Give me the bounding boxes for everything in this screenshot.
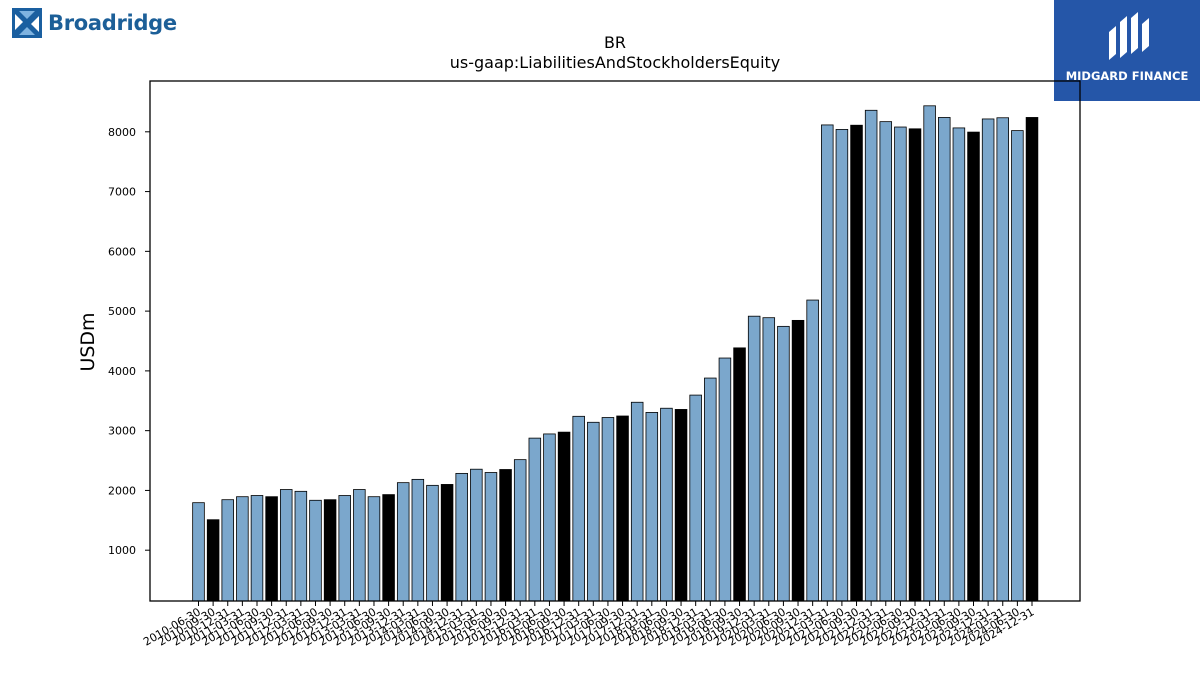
- y-tick-label: 3000: [108, 425, 136, 438]
- bar-2024-06-30: [1011, 130, 1024, 602]
- bar-2013-12-31: [396, 482, 410, 602]
- bar-2014-03-31: [411, 478, 425, 602]
- bar-2023-09-30: [967, 131, 980, 602]
- bar-2022-09-30: [908, 128, 922, 602]
- bar-2012-03-31: [294, 490, 308, 602]
- chart-subtitle: us-gaap:LiabilitiesAndStockholdersEquity: [450, 53, 781, 72]
- bar-2023-12-31: [981, 118, 995, 602]
- bar-2021-06-30: [835, 129, 849, 602]
- bar-2012-06-30: [309, 499, 322, 602]
- bar-2020-06-30: [777, 325, 790, 602]
- bar-2020-09-30: [791, 319, 805, 602]
- bar-2011-03-31: [236, 496, 249, 602]
- bar-2010-06-30: [192, 502, 205, 602]
- bar-2010-12-31: [221, 499, 234, 602]
- bar-2020-12-31: [806, 299, 819, 602]
- y-axis-label: USDm: [77, 312, 99, 371]
- bar-2011-06-30: [250, 495, 264, 602]
- bar-2013-06-30: [367, 496, 381, 602]
- bar-2020-03-31: [762, 317, 776, 602]
- bar-2024-03-31: [996, 117, 1010, 602]
- bar-2014-09-30: [440, 484, 454, 602]
- x-axis-ticks: 2010-06-302010-09-302010-12-312011-03-31…: [141, 601, 1037, 649]
- chart-title: BR: [604, 33, 626, 52]
- bar-2012-09-30: [323, 499, 337, 602]
- broadridge-wordmark: Broadridge: [48, 11, 177, 35]
- bar-2011-09-30: [265, 496, 278, 602]
- bar-2013-03-31: [353, 489, 366, 602]
- bar-2017-06-30: [601, 417, 615, 602]
- bars-group: [192, 105, 1039, 602]
- y-tick-label: 6000: [108, 245, 136, 258]
- bar-2021-12-31: [864, 109, 878, 602]
- broadridge-logo-icon: [12, 8, 42, 38]
- y-tick-label: 4000: [108, 365, 136, 378]
- y-tick-label: 2000: [108, 484, 136, 497]
- bar-2019-09-30: [733, 347, 746, 602]
- bar-2012-12-31: [338, 495, 351, 602]
- bar-2015-09-30: [499, 469, 512, 602]
- bar-2015-12-31: [513, 459, 527, 602]
- bar-2024-12-31: [1025, 117, 1039, 602]
- y-tick-label: 1000: [108, 544, 136, 557]
- bar-2022-06-30: [894, 126, 907, 602]
- bar-2023-06-30: [952, 127, 966, 602]
- bar-2019-03-31: [704, 377, 717, 602]
- bar-2018-03-31: [645, 412, 659, 602]
- bar-2015-06-30: [484, 472, 498, 602]
- midgard-finance-wordmark: MIDGARD FINANCE: [1065, 69, 1189, 83]
- bar-2023-03-31: [938, 117, 951, 602]
- bar-2019-06-30: [718, 357, 732, 602]
- bar-2018-12-31: [689, 394, 702, 602]
- plot-frame: [149, 80, 1081, 602]
- bar-2016-09-30: [557, 431, 571, 602]
- midgard-finance-logo: MIDGARD FINANCE: [1054, 0, 1200, 101]
- bar-2018-09-30: [674, 409, 688, 602]
- bar-2022-12-31: [923, 105, 936, 602]
- bar-2022-03-31: [879, 121, 893, 602]
- y-axis-ticks: 1000 2000 3000 4000 5000 6000 7000 8000: [108, 126, 150, 557]
- bar-2010-09-30: [206, 519, 220, 602]
- bar-2017-09-30: [616, 415, 629, 602]
- bar-2015-03-31: [470, 468, 483, 602]
- bar-2021-03-31: [821, 124, 834, 602]
- bar-2018-06-30: [660, 407, 673, 602]
- bar-2013-09-30: [382, 494, 395, 602]
- broadridge-logo: Broadridge: [12, 6, 177, 40]
- bar-2014-12-31: [455, 472, 468, 602]
- bar-2014-06-30: [426, 484, 439, 602]
- y-tick-label: 7000: [108, 186, 136, 199]
- bar-2011-12-31: [279, 489, 293, 602]
- bar-2016-12-31: [572, 415, 585, 602]
- bar-2017-12-31: [630, 401, 644, 602]
- bar-2021-09-30: [850, 124, 863, 602]
- bar-2019-12-31: [747, 315, 761, 602]
- y-tick-label: 8000: [108, 126, 136, 139]
- bar-2016-06-30: [543, 433, 556, 602]
- midgard-finance-logo-icon: [1109, 12, 1149, 60]
- bar-2017-03-31: [587, 421, 600, 602]
- y-tick-label: 5000: [108, 305, 136, 318]
- bar-2016-03-31: [528, 437, 542, 602]
